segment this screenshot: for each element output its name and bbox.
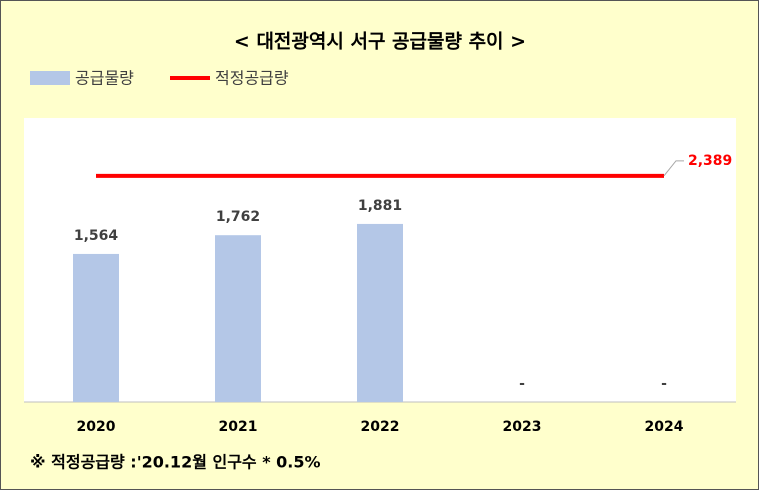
bar (73, 253, 119, 402)
data-label: - (661, 376, 667, 392)
data-label: 1,881 (358, 198, 402, 214)
legend-swatch (30, 71, 70, 85)
x-tick-label: 2021 (219, 419, 258, 435)
x-tick-label: 2023 (503, 419, 542, 435)
chart-title: < 대전광역시 서구 공급물량 추이 > (234, 31, 526, 53)
legend-label: 적정공급량 (215, 69, 289, 88)
data-label: - (519, 376, 525, 392)
leader-line (663, 160, 684, 177)
x-tick-label: 2022 (361, 419, 400, 435)
data-label: 2,389 (688, 153, 732, 169)
x-tick-label: 2024 (645, 419, 684, 435)
note: ※ 적정공급량 :'20.12월 인구수 * 0.5% (30, 453, 321, 472)
bar (215, 235, 261, 402)
bar (357, 223, 403, 402)
data-label: 1,762 (216, 209, 260, 225)
legend-label: 공급물량 (75, 69, 134, 88)
x-tick-label: 2020 (77, 419, 116, 435)
data-label: 1,564 (74, 228, 119, 244)
